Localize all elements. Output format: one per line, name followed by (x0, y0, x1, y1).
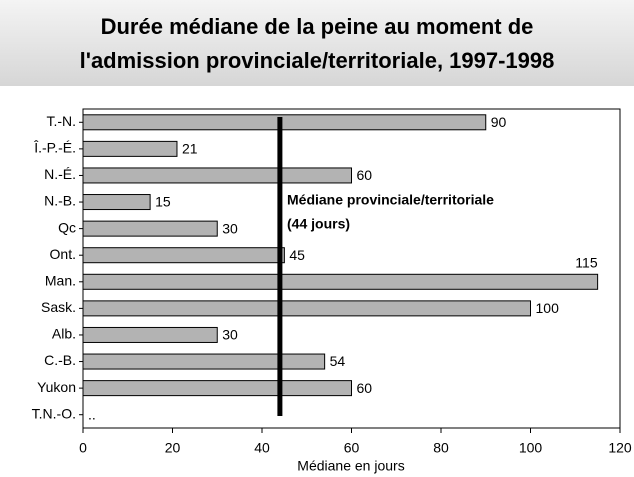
data-label: .. (88, 406, 96, 422)
bar (82, 247, 285, 264)
data-label: 100 (536, 300, 560, 316)
y-tick-label: Ont. (50, 246, 76, 262)
bar (82, 114, 487, 131)
y-tick-label: Man. (45, 272, 76, 288)
y-tick-label: Qc (58, 219, 76, 235)
data-label: 60 (357, 380, 373, 396)
y-tick-label: Alb. (52, 326, 76, 342)
x-tick-label: 0 (79, 440, 87, 456)
chart-title: Durée médiane de la peine au moment de (101, 14, 534, 39)
y-tick-label: T.N.-O. (32, 405, 76, 421)
data-label: 45 (289, 247, 305, 263)
data-label: 21 (182, 141, 198, 157)
bar (82, 353, 326, 370)
y-tick-label: T.-N. (46, 113, 76, 129)
y-tick-label: N.-B. (44, 193, 76, 209)
data-label: 15 (155, 194, 171, 210)
bar (82, 300, 531, 317)
bar (82, 220, 218, 237)
y-tick-label: Î.-P.-É. (33, 140, 76, 156)
bar (82, 167, 352, 184)
bar (82, 380, 352, 397)
data-label: 90 (491, 114, 507, 130)
x-tick-label: 60 (344, 440, 360, 456)
bar (82, 273, 599, 290)
y-tick-label: C.-B. (44, 352, 76, 368)
data-label: 54 (330, 353, 346, 369)
chart-title: l'admission provinciale/territoriale, 19… (80, 48, 555, 73)
x-tick-label: 80 (433, 440, 449, 456)
bar (82, 140, 178, 157)
bar (82, 194, 151, 211)
annotation: (44 jours) (287, 216, 350, 232)
data-label: 60 (357, 167, 373, 183)
data-label: 30 (222, 327, 238, 343)
x-tick-label: 120 (608, 440, 632, 456)
title-banner (0, 0, 634, 86)
data-label: 115 (575, 254, 598, 270)
annotation: Médiane provinciale/territoriale (287, 192, 494, 208)
x-tick-label: 20 (165, 440, 181, 456)
x-tick-label: 100 (519, 440, 543, 456)
x-tick-label: 40 (254, 440, 270, 456)
y-tick-label: N.-É. (44, 166, 76, 182)
y-tick-label: Yukon (37, 379, 76, 395)
data-label: 30 (222, 220, 238, 236)
y-tick-label: Sask. (41, 299, 76, 315)
x-axis-label: Médiane en jours (297, 458, 404, 474)
bar (82, 326, 218, 343)
